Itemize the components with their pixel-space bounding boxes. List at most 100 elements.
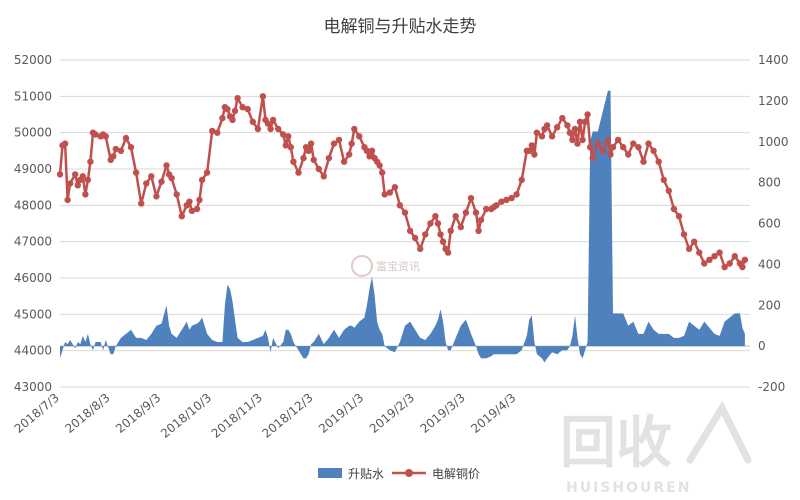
legend-label-premium: 升贴水 [348,467,384,481]
copper-price-point [564,122,571,129]
copper-price-point [581,118,589,126]
copper-price-point [143,180,150,187]
copper-price-point [518,176,525,184]
y-right-tick-label: 400 [758,257,781,271]
copper-price-point [117,147,125,154]
y-left-tick-label: 50000 [14,126,52,140]
copper-price-point [290,158,297,165]
copper-price-point [739,263,746,271]
copper-price-point [406,227,414,234]
copper-price-point [310,156,317,164]
copper-price-point [231,107,239,115]
copper-price-point [447,227,454,234]
copper-price-point [340,158,348,165]
watermark-icon [351,255,373,277]
legend: 升贴水 电解铜价 [318,466,480,481]
copper-price-point [351,125,358,133]
copper-price-point [219,114,226,122]
copper-price-point [503,196,510,204]
copper-price-point [660,176,667,184]
copper-price-point [254,125,262,133]
copper-price-point [528,142,535,149]
copper-price-point [417,245,424,253]
copper-price-point [203,169,211,176]
copper-price-point [82,191,89,198]
copper-price-point [444,249,452,256]
copper-price-point [462,209,470,216]
copper-price-point [102,133,109,140]
copper-price-point [363,147,371,154]
copper-price-point [655,158,662,165]
copper-price-point [587,144,594,151]
y-left-tick-label: 51000 [14,89,52,103]
copper-price-point [670,205,678,213]
copper-price-point [122,134,130,142]
copper-price-point [439,238,447,245]
copper-price-point [691,238,698,245]
copper-price-point [61,140,69,147]
copper-price-point [386,189,393,196]
copper-price-point [635,144,642,151]
copper-price-point [620,144,627,151]
copper-price-point [508,194,515,202]
copper-price-point [127,144,135,151]
copper-price-point [477,216,485,224]
y-right-tick-label: 1000 [758,135,789,149]
copper-price-point [566,129,574,136]
copper-price-point [630,140,637,147]
copper-price-point [132,169,140,176]
premium-area [60,90,745,363]
copper-price-point [607,151,614,158]
logo-sub-text: HUISHOUREN [566,480,691,496]
y-left-tick-label: 52000 [14,53,52,67]
copper-price-point [640,158,647,165]
copper-price-point [244,105,251,113]
copper-price-point [229,116,236,124]
copper-price-point [437,231,444,238]
legend-marker-price [405,469,413,477]
copper-price-point [84,176,92,184]
copper-price-point [224,105,231,113]
copper-price-point [726,260,733,267]
copper-price-point [422,231,429,238]
y-left-tick-label: 46000 [14,271,52,285]
copper-price-point [432,213,439,220]
copper-price-point [305,147,312,154]
copper-price-point [214,129,221,136]
copper-price-point [249,118,256,126]
y-right-tick-label: 1400 [758,53,789,67]
copper-price-point [379,169,386,176]
copper-price-point [87,158,94,165]
y-left-tick-label: 49000 [14,162,52,176]
copper-price-point [267,125,274,133]
copper-price-point [335,136,343,144]
copper-price-point [614,136,622,144]
copper-price-point [427,220,434,227]
copper-price-point [72,171,79,178]
copper-price-point [196,196,203,204]
copper-price-point [92,131,99,138]
y-right-tick-label: 800 [758,176,781,190]
copper-price-point [543,122,551,129]
copper-price-point [576,118,584,126]
copper-price-point [721,263,728,271]
copper-price-point [685,245,693,253]
copper-price-point [396,202,404,209]
copper-price-point [158,178,165,185]
watermark-text: 富宝资讯 [376,259,420,273]
copper-price-point [731,253,738,260]
copper-price-point [307,140,315,147]
copper-price-point [741,256,749,263]
y-right-tick-label: 1200 [758,94,789,108]
y-right-tick-label: 0 [758,339,766,353]
copper-price-point [287,144,294,151]
copper-price-point [533,129,541,136]
copper-price-point [315,165,322,173]
copper-price-point [513,191,520,198]
y-left-tick-label: 43000 [14,380,52,394]
copper-price-point [391,184,399,191]
copper-price-point [275,125,282,133]
copper-price-point [650,147,657,154]
copper-price-point [198,176,206,184]
copper-price-point [554,124,561,131]
